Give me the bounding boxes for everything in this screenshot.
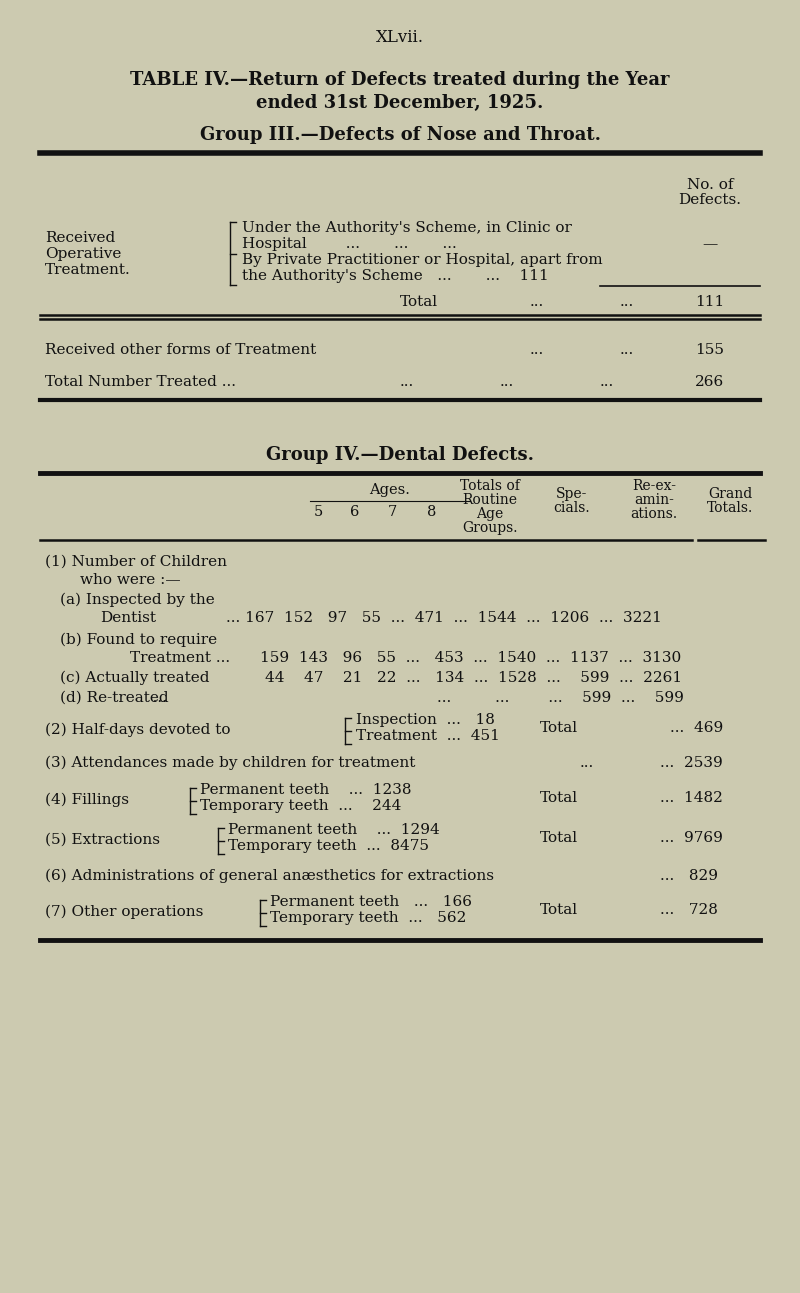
- Text: ...  9769: ... 9769: [660, 831, 723, 846]
- Text: —: —: [702, 237, 718, 251]
- Text: cials.: cials.: [554, 500, 590, 515]
- Text: ...: ...: [400, 375, 414, 389]
- Text: ...: ...: [500, 375, 514, 389]
- Text: ...: ...: [530, 343, 544, 357]
- Text: ...: ...: [530, 295, 544, 309]
- Text: Group III.—Defects of Nose and Throat.: Group III.—Defects of Nose and Throat.: [199, 125, 601, 144]
- Text: No. of: No. of: [686, 178, 734, 191]
- Text: Totals.: Totals.: [707, 500, 753, 515]
- Text: ended 31st December, 1925.: ended 31st December, 1925.: [256, 94, 544, 112]
- Text: ...: ...: [580, 756, 594, 771]
- Text: ... 167  152   97   55  ...  471  ...  1544  ...  1206  ...  3221: ... 167 152 97 55 ... 471 ... 1544 ... 1…: [226, 612, 662, 625]
- Text: (2) Half-days devoted to: (2) Half-days devoted to: [45, 723, 230, 737]
- Text: TABLE IV.—Return of Defects treated during the Year: TABLE IV.—Return of Defects treated duri…: [130, 71, 670, 89]
- Text: ...: ...: [600, 375, 614, 389]
- Text: (4) Fillings: (4) Fillings: [45, 793, 129, 807]
- Text: Total: Total: [540, 721, 578, 734]
- Text: 155: 155: [695, 343, 725, 357]
- Text: Permanent teeth    ...  1294: Permanent teeth ... 1294: [228, 824, 440, 837]
- Text: 266: 266: [695, 375, 725, 389]
- Text: ...: ...: [620, 295, 634, 309]
- Text: (5) Extractions: (5) Extractions: [45, 833, 160, 847]
- Text: Permanent teeth   ...   166: Permanent teeth ... 166: [270, 895, 472, 909]
- Text: ...         ...        ...    599  ...    599: ... ... ... 599 ... 599: [437, 690, 684, 705]
- Text: who were :—: who were :—: [80, 573, 181, 587]
- Text: Hospital        ...       ...       ...: Hospital ... ... ...: [242, 237, 457, 251]
- Text: Permanent teeth    ...  1238: Permanent teeth ... 1238: [200, 784, 411, 796]
- Text: amin-: amin-: [634, 493, 674, 507]
- Text: Age: Age: [476, 507, 504, 521]
- Text: Total Number Treated ...: Total Number Treated ...: [45, 375, 236, 389]
- Text: (a) Inspected by the: (a) Inspected by the: [60, 592, 214, 608]
- Text: (6) Administrations of general anæsthetics for extractions: (6) Administrations of general anæstheti…: [45, 869, 494, 883]
- Text: 159  143   96   55  ...   453  ...  1540  ...  1137  ...  3130: 159 143 96 55 ... 453 ... 1540 ... 1137 …: [260, 650, 682, 665]
- Text: 8: 8: [427, 506, 437, 518]
- Text: Routine: Routine: [462, 493, 518, 507]
- Text: 6: 6: [350, 506, 360, 518]
- Text: (7) Other operations: (7) Other operations: [45, 905, 203, 919]
- Text: ...: ...: [620, 343, 634, 357]
- Text: (d) Re-treated: (d) Re-treated: [60, 690, 169, 705]
- Text: the Authority's Scheme   ...       ...    111: the Authority's Scheme ... ... 111: [242, 269, 549, 283]
- Text: (1) Number of Children: (1) Number of Children: [45, 555, 227, 569]
- Text: XLvii.: XLvii.: [376, 30, 424, 47]
- Text: Total: Total: [400, 295, 438, 309]
- Text: Inspection  ...   18: Inspection ... 18: [356, 712, 495, 727]
- Text: Groups.: Groups.: [462, 521, 518, 535]
- Text: ...  469: ... 469: [670, 721, 723, 734]
- Text: Temporary teeth  ...  8475: Temporary teeth ... 8475: [228, 839, 429, 853]
- Text: Total: Total: [540, 831, 578, 846]
- Text: Dentist: Dentist: [100, 612, 156, 625]
- Text: Ages.: Ages.: [370, 484, 410, 497]
- Text: By Private Practitioner or Hospital, apart from: By Private Practitioner or Hospital, apa…: [242, 253, 602, 266]
- Text: 5: 5: [314, 506, 322, 518]
- Text: (3) Attendances made by children for treatment: (3) Attendances made by children for tre…: [45, 756, 415, 771]
- Text: ations.: ations.: [630, 507, 678, 521]
- Text: (c) Actually treated: (c) Actually treated: [60, 671, 210, 685]
- Text: ...   728: ... 728: [660, 903, 718, 917]
- Text: Temporary teeth  ...    244: Temporary teeth ... 244: [200, 799, 402, 813]
- Text: Operative: Operative: [45, 247, 122, 261]
- Text: ...  1482: ... 1482: [660, 791, 723, 806]
- Text: Treatment ...: Treatment ...: [130, 650, 230, 665]
- Text: Total: Total: [540, 903, 578, 917]
- Text: Spe-: Spe-: [556, 487, 588, 500]
- Text: Group IV.—Dental Defects.: Group IV.—Dental Defects.: [266, 446, 534, 464]
- Text: (b) Found to require: (b) Found to require: [60, 632, 217, 648]
- Text: 44    47    21   22  ...   134  ...  1528  ...    599  ...  2261: 44 47 21 22 ... 134 ... 1528 ... 599 ...…: [265, 671, 682, 685]
- Text: Treatment  ...  451: Treatment ... 451: [356, 729, 500, 743]
- Text: Defects.: Defects.: [678, 193, 742, 207]
- Text: Grand: Grand: [708, 487, 752, 500]
- Text: Temporary teeth  ...   562: Temporary teeth ... 562: [270, 912, 466, 924]
- Text: Totals of: Totals of: [460, 478, 520, 493]
- Text: ...  2539: ... 2539: [660, 756, 722, 771]
- Text: ...: ...: [60, 690, 167, 705]
- Text: Received: Received: [45, 231, 115, 244]
- Text: 111: 111: [695, 295, 725, 309]
- Text: Treatment.: Treatment.: [45, 262, 130, 277]
- Text: 7: 7: [387, 506, 397, 518]
- Text: ...   829: ... 829: [660, 869, 718, 883]
- Text: Re-ex-: Re-ex-: [632, 478, 676, 493]
- Text: Total: Total: [540, 791, 578, 806]
- Text: Received other forms of Treatment: Received other forms of Treatment: [45, 343, 316, 357]
- Text: Under the Authority's Scheme, in Clinic or: Under the Authority's Scheme, in Clinic …: [242, 221, 572, 235]
